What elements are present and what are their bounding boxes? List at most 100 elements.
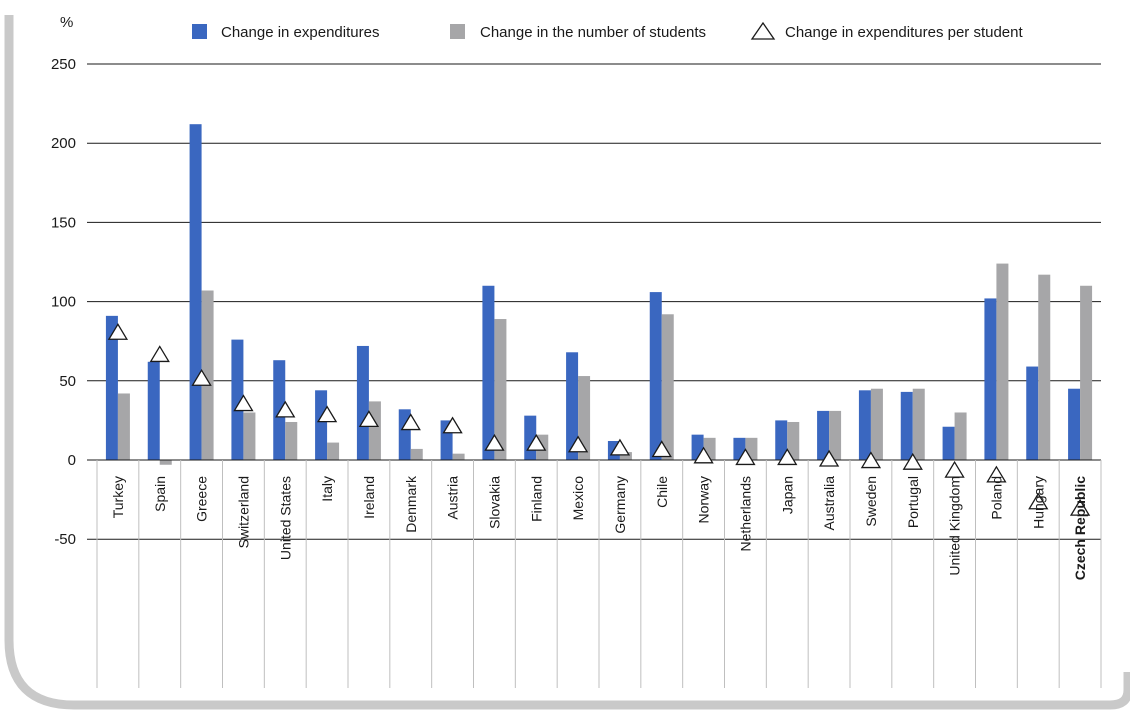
bar-students-australia	[829, 410, 842, 460]
category-label-italy: Italy	[319, 476, 335, 502]
marker-per-student-sweden	[860, 451, 882, 469]
bar-students-czech-republic	[1080, 285, 1093, 460]
category-label-mexico: Mexico	[570, 476, 586, 521]
marker-per-student-slovakia	[484, 433, 505, 451]
category-label-poland: Poland	[988, 476, 1004, 520]
bar-expenditures-ireland	[356, 345, 369, 460]
marker-per-student-turkey	[107, 323, 129, 340]
marker-per-student-spain	[149, 345, 170, 363]
bar-expenditures-chile	[649, 292, 662, 460]
marker-per-student-czech-republic	[1069, 498, 1091, 516]
bar-students-germany	[619, 452, 632, 460]
axes	[87, 459, 1102, 688]
legend-swatch-expenditures	[192, 24, 207, 39]
marker-per-student-finland	[526, 433, 547, 451]
legend: Change in expenditures Change in the num…	[192, 21, 1023, 41]
y-tick-label: 0	[68, 452, 76, 469]
marker-per-student-mexico	[567, 435, 589, 453]
legend-swatch-students	[450, 24, 465, 39]
bar-students-austria	[452, 453, 465, 460]
bar-students-spain	[159, 460, 172, 465]
category-label-finland: Finland	[528, 476, 544, 522]
bar-expenditures-turkey	[105, 315, 118, 460]
per-student-markers	[107, 323, 1091, 516]
marker-per-student-australia	[818, 449, 840, 467]
marker-per-student-austria	[442, 416, 463, 434]
bar-students-switzerland	[243, 412, 256, 460]
legend-label-students: Change in the number of students	[480, 24, 706, 41]
bar-expenditures-switzerland	[231, 339, 244, 460]
marker-per-student-greece	[191, 368, 212, 386]
bar-expenditures-sweden	[858, 390, 871, 460]
bar-students-united-kingdom	[954, 412, 967, 460]
bar-students-united-states	[285, 421, 298, 460]
bar-students-greece	[201, 290, 214, 460]
bar-expenditures-united-states	[273, 360, 286, 460]
marker-per-student-portugal	[902, 452, 923, 470]
bar-expenditures-poland	[984, 298, 997, 460]
category-label-austria: Austria	[445, 476, 461, 520]
y-tick-label: 250	[51, 56, 76, 73]
category-label-switzerland: Switzerland	[235, 476, 251, 548]
bar-expenditures-slovakia	[482, 285, 495, 460]
bars	[105, 124, 1093, 465]
category-label-spain: Spain	[152, 476, 168, 512]
category-label-united-kingdom: United Kingdom	[947, 476, 963, 576]
marker-per-student-italy	[316, 405, 338, 423]
marker-per-student-netherlands	[735, 448, 756, 466]
marker-per-student-switzerland	[233, 394, 254, 412]
y-tick-label: 50	[59, 373, 76, 390]
bar-expenditures-australia	[817, 410, 830, 460]
bar-students-chile	[661, 314, 674, 460]
category-label-chile: Chile	[654, 476, 670, 508]
category-label-sweden: Sweden	[863, 476, 879, 527]
y-unit-label: %	[60, 14, 73, 31]
y-tick-label: 150	[51, 214, 76, 231]
marker-per-student-poland	[986, 465, 1007, 483]
bar-students-portugal	[912, 388, 925, 460]
category-label-slovakia: Slovakia	[486, 476, 502, 529]
bar-expenditures-mexico	[566, 352, 579, 460]
category-labels: Turkey Spain Greece Switzerland United State…	[110, 475, 1088, 580]
y-tick-label: 100	[51, 294, 76, 311]
bar-students-italy	[327, 442, 340, 460]
marker-per-student-japan	[777, 448, 798, 466]
category-label-germany: Germany	[612, 476, 628, 534]
legend-label-per-student: Change in expenditures per student	[785, 24, 1023, 41]
category-label-netherlands: Netherlands	[737, 476, 753, 552]
marker-per-student-norway	[693, 446, 714, 464]
bar-students-hungary	[1038, 274, 1051, 460]
bar-students-denmark	[410, 448, 423, 460]
marker-per-student-germany	[609, 438, 631, 456]
marker-per-student-united-kingdom	[944, 460, 965, 478]
bar-expenditures-hungary	[1026, 366, 1039, 460]
bar-expenditures-japan	[775, 420, 788, 460]
marker-per-student-denmark	[400, 413, 421, 431]
bar-students-mexico	[578, 376, 591, 460]
category-label-czech-republic: Czech Republic	[1072, 476, 1088, 580]
category-label-denmark: Denmark	[403, 475, 419, 533]
category-label-portugal: Portugal	[905, 476, 921, 528]
category-label-ireland: Ireland	[361, 476, 377, 519]
category-label-hungary: Hungary	[1030, 476, 1046, 529]
bar-students-slovakia	[494, 319, 507, 460]
bar-expenditures-greece	[189, 124, 202, 460]
bar-students-sweden	[870, 388, 883, 460]
category-label-japan: Japan	[779, 476, 795, 514]
category-label-australia: Australia	[821, 476, 837, 531]
bar-students-ireland	[368, 401, 381, 460]
bar-expenditures-portugal	[900, 391, 913, 460]
bar-expenditures-spain	[147, 361, 160, 460]
category-label-turkey: Turkey	[110, 476, 126, 518]
bar-students-japan	[787, 421, 800, 460]
legend-triangle-per-student	[750, 21, 776, 40]
category-label-greece: Greece	[194, 476, 210, 522]
bar-expenditures-united-kingdom	[942, 426, 955, 460]
marker-per-student-ireland	[358, 410, 380, 428]
legend-label-expenditures: Change in expenditures	[221, 24, 379, 41]
marker-per-student-united-states	[275, 400, 296, 418]
gridlines	[87, 63, 1101, 540]
bar-expenditures-italy	[315, 390, 328, 460]
